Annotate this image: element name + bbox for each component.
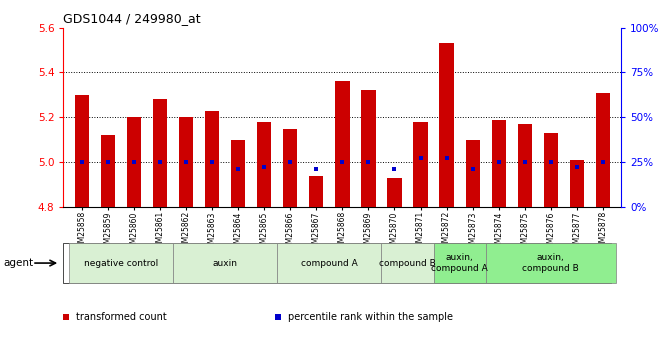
Bar (231, 140, 245, 207)
Bar (387, 178, 401, 207)
Bar (486, 243, 616, 283)
Bar (179, 117, 193, 207)
Bar (127, 117, 141, 207)
Bar (492, 119, 506, 207)
Bar (381, 243, 434, 283)
Bar (335, 81, 349, 207)
Bar (596, 92, 610, 207)
Text: compound A: compound A (301, 258, 357, 268)
Text: negative control: negative control (84, 258, 158, 268)
Text: auxin,
compound A: auxin, compound A (432, 253, 488, 273)
Bar (69, 243, 173, 283)
Text: auxin,
compound B: auxin, compound B (522, 253, 579, 273)
Bar (283, 128, 297, 207)
Bar (466, 140, 480, 207)
Text: compound B: compound B (379, 258, 436, 268)
Bar (544, 133, 558, 207)
Bar (361, 90, 375, 207)
Bar (173, 243, 277, 283)
Bar (440, 43, 454, 207)
Bar (518, 124, 532, 207)
Bar (101, 135, 115, 207)
Bar (153, 99, 167, 207)
Text: GDS1044 / 249980_at: GDS1044 / 249980_at (63, 12, 201, 25)
Bar (75, 95, 89, 207)
Bar (309, 176, 323, 207)
Text: percentile rank within the sample: percentile rank within the sample (288, 313, 453, 322)
Text: transformed count: transformed count (75, 313, 166, 322)
Text: agent: agent (3, 258, 33, 268)
Bar (570, 160, 584, 207)
Bar (413, 122, 428, 207)
Bar (205, 110, 219, 207)
Bar (434, 243, 486, 283)
Bar (277, 243, 381, 283)
Text: auxin: auxin (212, 258, 238, 268)
Bar (257, 122, 271, 207)
